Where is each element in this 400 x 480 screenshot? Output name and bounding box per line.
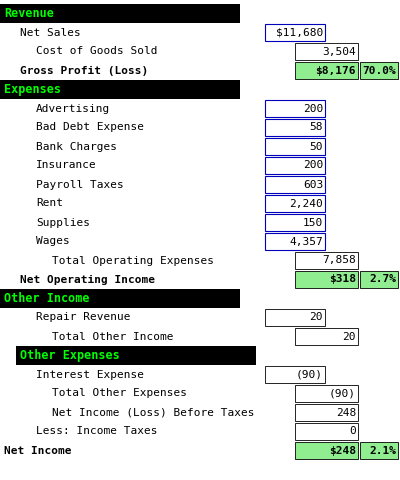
Bar: [295, 62, 358, 79]
Text: (90): (90): [329, 388, 356, 398]
Text: Other Income: Other Income: [4, 292, 90, 305]
Text: 20: 20: [342, 332, 356, 341]
Bar: [0, 80, 240, 99]
Bar: [265, 138, 325, 155]
Bar: [295, 423, 358, 440]
Bar: [265, 176, 325, 193]
Text: Total Other Income: Total Other Income: [52, 332, 174, 341]
Text: 2,240: 2,240: [289, 199, 323, 208]
Bar: [0, 4, 240, 23]
Text: $248: $248: [329, 445, 356, 456]
Bar: [295, 43, 358, 60]
Text: Less: Income Taxes: Less: Income Taxes: [36, 427, 158, 436]
Text: Cost of Goods Sold: Cost of Goods Sold: [36, 47, 158, 57]
Text: 603: 603: [303, 180, 323, 190]
Text: Revenue: Revenue: [4, 7, 54, 20]
Bar: [265, 24, 325, 41]
Text: 20: 20: [310, 312, 323, 323]
Text: 4,357: 4,357: [289, 237, 323, 247]
Bar: [295, 404, 358, 421]
Bar: [295, 385, 358, 402]
Text: Wages: Wages: [36, 237, 70, 247]
Text: (90): (90): [296, 370, 323, 380]
Bar: [265, 119, 325, 136]
Text: Net Income (Loss) Before Taxes: Net Income (Loss) Before Taxes: [52, 408, 254, 418]
Bar: [265, 157, 325, 174]
Bar: [265, 309, 325, 326]
Bar: [0, 289, 240, 308]
Text: Total Other Expenses: Total Other Expenses: [52, 388, 187, 398]
Text: $8,176: $8,176: [316, 65, 356, 75]
Text: Net Sales: Net Sales: [20, 27, 81, 37]
Bar: [295, 252, 358, 269]
Text: $318: $318: [329, 275, 356, 285]
Text: 70.0%: 70.0%: [362, 65, 396, 75]
Text: 2.1%: 2.1%: [369, 445, 396, 456]
Text: Bank Charges: Bank Charges: [36, 142, 117, 152]
Text: Payroll Taxes: Payroll Taxes: [36, 180, 124, 190]
Text: Insurance: Insurance: [36, 160, 97, 170]
Bar: [360, 62, 398, 79]
Text: 2.7%: 2.7%: [369, 275, 396, 285]
Bar: [360, 271, 398, 288]
Bar: [265, 100, 325, 117]
Bar: [265, 214, 325, 231]
Bar: [295, 328, 358, 345]
Text: 7,858: 7,858: [322, 255, 356, 265]
Text: 58: 58: [310, 122, 323, 132]
Text: 3,504: 3,504: [322, 47, 356, 57]
Text: Gross Profit (Loss): Gross Profit (Loss): [20, 65, 148, 75]
Text: Repair Revenue: Repair Revenue: [36, 312, 130, 323]
Bar: [265, 366, 325, 383]
Bar: [295, 442, 358, 459]
Text: Supplies: Supplies: [36, 217, 90, 228]
Text: Other Expenses: Other Expenses: [20, 349, 120, 362]
Bar: [265, 233, 325, 250]
Text: Advertising: Advertising: [36, 104, 110, 113]
Text: Expenses: Expenses: [4, 83, 61, 96]
Bar: [295, 271, 358, 288]
Text: Interest Expense: Interest Expense: [36, 370, 144, 380]
Text: 50: 50: [310, 142, 323, 152]
Text: Rent: Rent: [36, 199, 63, 208]
Text: Net Income: Net Income: [4, 445, 72, 456]
Text: 248: 248: [336, 408, 356, 418]
Text: 200: 200: [303, 160, 323, 170]
Bar: [16, 346, 256, 365]
Text: 0: 0: [349, 427, 356, 436]
Text: Bad Debt Expense: Bad Debt Expense: [36, 122, 144, 132]
Bar: [360, 442, 398, 459]
Text: 150: 150: [303, 217, 323, 228]
Bar: [265, 195, 325, 212]
Text: Net Operating Income: Net Operating Income: [20, 275, 155, 285]
Text: 200: 200: [303, 104, 323, 113]
Text: Total Operating Expenses: Total Operating Expenses: [52, 255, 214, 265]
Text: $11,680: $11,680: [276, 27, 323, 37]
